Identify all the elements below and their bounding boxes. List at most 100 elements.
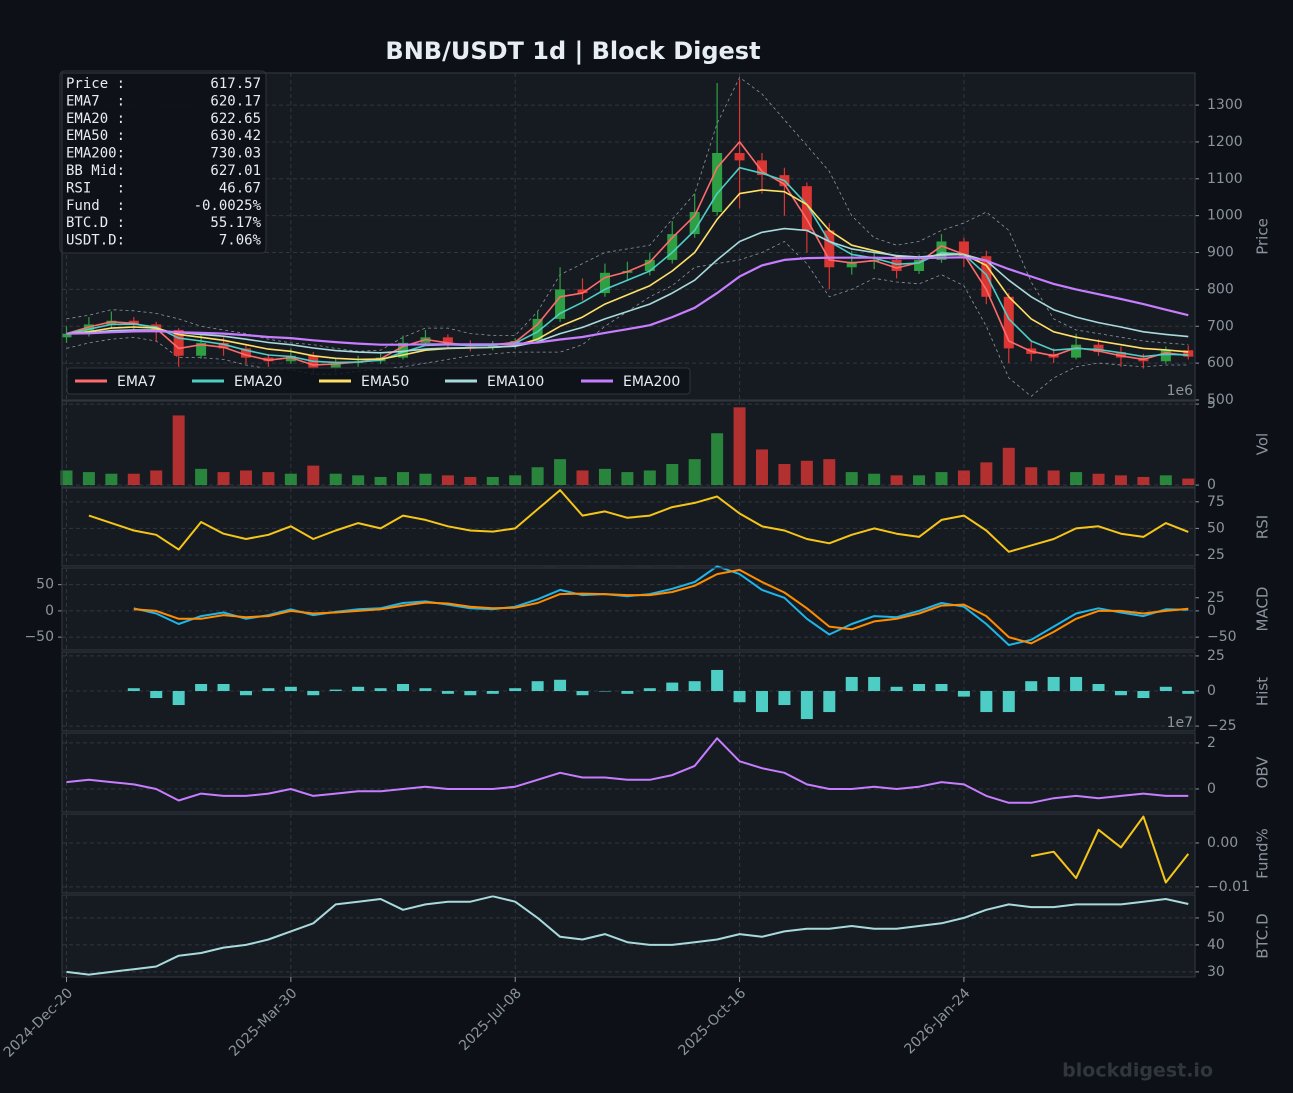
bar [800, 691, 813, 720]
watermark-corner: blockdigest.io [1062, 1060, 1213, 1082]
panel-background [62, 733, 1195, 812]
candle-body [914, 259, 925, 271]
info-value: 7.06% [219, 233, 262, 249]
y-axis-label: Vol [1254, 433, 1272, 455]
bar [464, 691, 477, 696]
candle-body [689, 211, 700, 235]
bar [509, 475, 522, 486]
y-axis-label: Hist [1254, 677, 1272, 706]
candle-body [555, 289, 566, 319]
bar [935, 472, 948, 486]
indicator-line [88, 489, 1189, 553]
bar [352, 475, 365, 486]
bar [1025, 467, 1038, 486]
y-tick-label: 1300 [1207, 97, 1243, 113]
bar [890, 475, 903, 486]
info-label: Fund : [66, 198, 125, 214]
info-value: 55.17% [210, 215, 261, 231]
panel-background [62, 568, 1195, 650]
candle-body [1071, 344, 1082, 358]
bar [1092, 683, 1105, 692]
info-label: USDT.D: [66, 233, 125, 249]
candle-body [1183, 350, 1194, 357]
bar [441, 475, 454, 486]
y2-tick-label: 25 [1207, 590, 1225, 606]
bar [1070, 676, 1083, 692]
candle-body [599, 272, 610, 294]
bar [531, 681, 544, 692]
bar [1047, 676, 1060, 692]
candle-body [61, 333, 72, 338]
bar [239, 691, 252, 696]
bar [329, 689, 342, 692]
bar [60, 470, 73, 486]
y-tick-label: 25 [1207, 547, 1225, 563]
y-axis-label: RSI [1254, 515, 1272, 539]
panel-frame [61, 567, 1196, 651]
band-upper [66, 77, 1189, 352]
panel-background [62, 895, 1195, 977]
bar [778, 464, 791, 486]
bar [598, 468, 611, 486]
bar [150, 691, 163, 699]
bar [957, 470, 970, 486]
bar [105, 473, 118, 486]
bar [576, 691, 589, 696]
bar [1002, 447, 1015, 486]
bar [284, 686, 297, 692]
legend-label: EMA7 [117, 374, 156, 390]
indicator-line [133, 568, 1189, 645]
axis-offset-label: 1e6 [1167, 383, 1194, 399]
bar [486, 476, 499, 486]
bar [711, 669, 724, 692]
y-axis-label: Fund% [1254, 828, 1272, 879]
bar [374, 688, 387, 692]
candle-body [667, 234, 678, 260]
candle-body [285, 355, 296, 362]
bar [845, 472, 858, 486]
candle-body [644, 259, 655, 271]
bar [195, 683, 208, 692]
bar [397, 472, 410, 486]
info-label: EMA20 : [66, 111, 125, 127]
bar [509, 688, 522, 692]
bar [1114, 691, 1127, 696]
y-tick-label: 0.00 [1207, 835, 1238, 851]
y-tick-label: 0 [1207, 477, 1216, 493]
panel-frame [61, 813, 1196, 894]
bar [150, 470, 163, 486]
info-label: Price : [66, 76, 125, 92]
bar [329, 473, 342, 486]
panel-frame [61, 894, 1196, 978]
ema-line [66, 189, 1189, 361]
bar [733, 407, 746, 486]
bar [1137, 476, 1150, 486]
legend-label: EMA20 [234, 374, 282, 390]
bar [621, 691, 634, 694]
bar [419, 473, 432, 486]
candle-body [712, 152, 723, 212]
bar [1092, 473, 1105, 486]
y-tick-label: 0 [45, 603, 54, 619]
bar [643, 688, 656, 692]
bar [823, 459, 836, 486]
info-value: 617.57 [210, 76, 261, 92]
bar [1025, 681, 1038, 692]
indicator-line [66, 737, 1189, 804]
y-tick-label: −0.01 [1207, 879, 1250, 895]
bar [868, 473, 881, 486]
bar [239, 470, 252, 486]
candle-body [1003, 296, 1014, 349]
axis-offset-label: 1e7 [1167, 715, 1193, 731]
bar [1159, 475, 1172, 486]
y-tick-label: 1200 [1207, 134, 1243, 150]
bar [1182, 478, 1195, 486]
bar [755, 449, 768, 486]
bar [531, 467, 544, 486]
info-value: 730.03 [210, 146, 261, 162]
y-tick-label: 500 [1207, 392, 1234, 408]
bar [688, 459, 701, 486]
bar [913, 475, 926, 486]
